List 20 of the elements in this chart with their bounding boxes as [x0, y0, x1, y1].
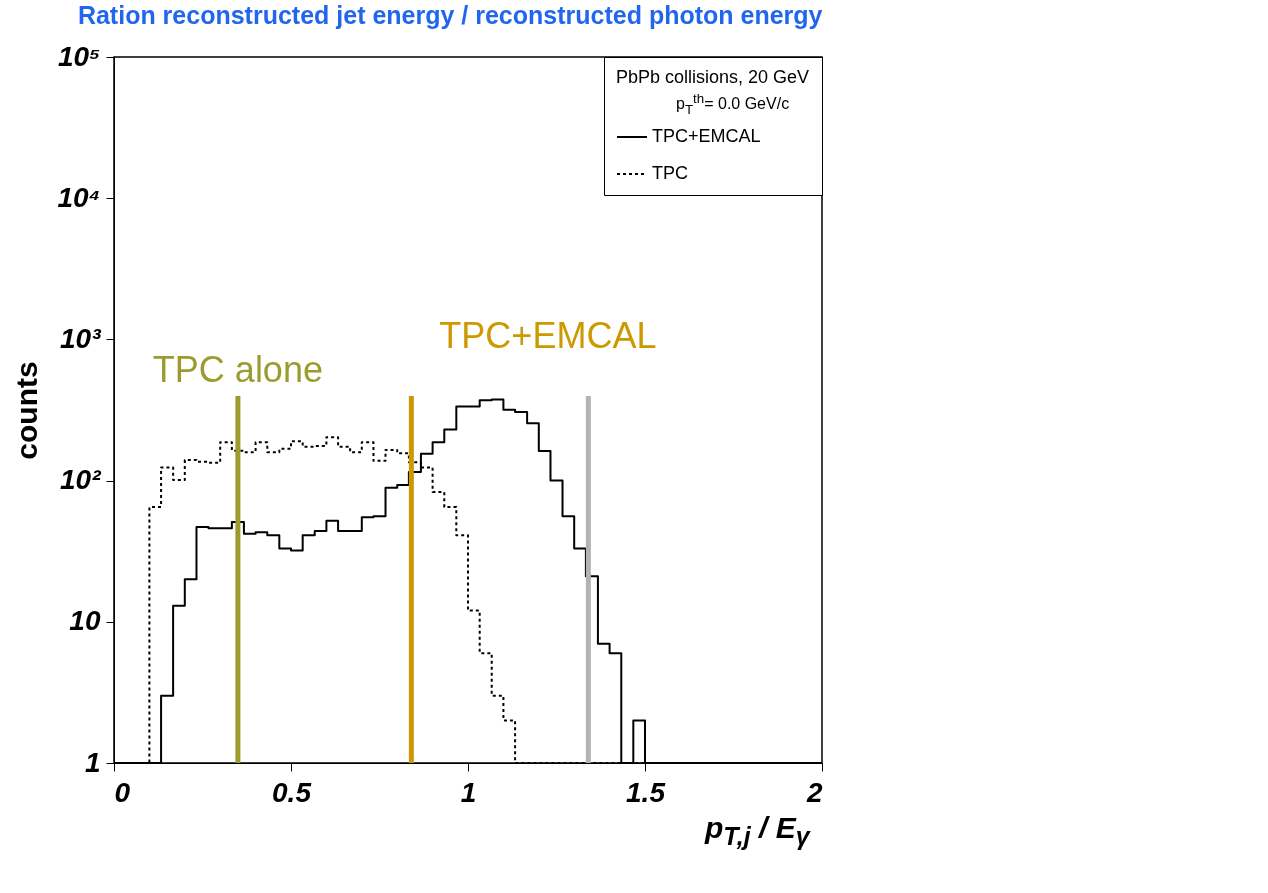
y-tick-label: 10²	[60, 464, 102, 496]
y-tick-label: 10⁵	[57, 40, 101, 72]
x-tick-label: 1	[460, 776, 477, 808]
legend-label: TPC	[652, 163, 688, 183]
y-tick-label: 10	[69, 605, 101, 637]
x-tick-label: 2	[805, 776, 823, 808]
y-tick-label: 1	[84, 746, 101, 778]
ref-line-label: TPC+EMCAL	[439, 314, 657, 356]
y-tick-label: 10³	[60, 322, 102, 354]
annotation: p$_{T}$$^{th}$= 0.0 GeV/c	[676, 91, 790, 117]
y-tick-label: 10⁴	[57, 181, 101, 213]
chart-title: Ration reconstructed jet energy / reconstructed photon energy	[77, 1, 823, 29]
y-axis-title: counts	[10, 361, 44, 460]
x-tick-label: 1.5	[626, 776, 666, 808]
x-tick-label: 0.5	[272, 776, 312, 808]
x-tick-label: 0	[114, 776, 131, 808]
legend-label: TPC+EMCAL	[652, 126, 761, 146]
legend-title: PbPb collisions, 20 GeV	[616, 67, 810, 87]
x-axis-title: p$_{T,j}$ / E$_{γ}$	[705, 811, 810, 851]
ref-line-label: TPC alone	[152, 348, 323, 390]
